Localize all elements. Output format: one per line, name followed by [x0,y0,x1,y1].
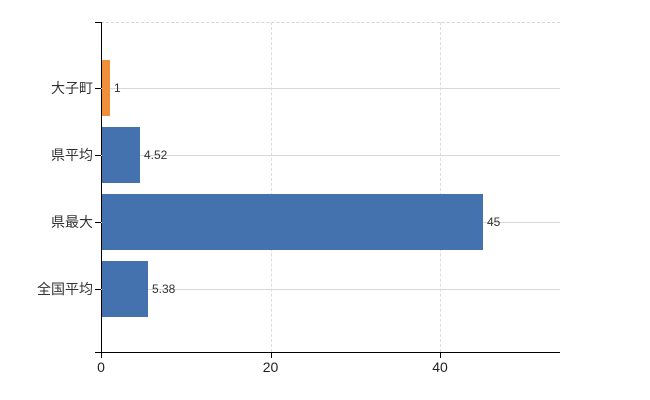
category-tick [95,289,101,290]
x-gridline [440,22,441,352]
bar-1 [102,60,110,116]
value-label: 45 [487,215,501,229]
x-axis-tick [101,352,102,358]
x-tick-label: 20 [262,359,279,375]
category-tick [95,222,101,223]
x-gridline [270,22,272,352]
category-label: 県平均 [51,147,93,163]
value-label: 5.38 [152,282,176,296]
category-label: 大子町 [51,80,93,96]
category-tick [95,88,101,89]
value-label: 1 [114,81,121,95]
category-tick [95,155,101,156]
plot-area [101,22,560,353]
x-axis-tick [270,352,272,358]
x-tick-label: 0 [97,359,105,375]
value-label: 4.52 [144,148,168,162]
category-label: 県最大 [51,214,93,230]
category-gridline [101,155,560,156]
category-label: 全国平均 [37,281,93,297]
bar-2 [102,127,140,183]
category-gridline [101,289,560,290]
x-axis-tick [440,352,441,358]
x-tick-label: 40 [432,359,448,375]
bar-3 [102,194,483,250]
y-axis-top-tick [95,22,101,23]
y-axis-line [101,22,102,352]
bar-4 [102,261,148,317]
x-axis-line [95,352,560,353]
category-gridline [101,88,560,89]
